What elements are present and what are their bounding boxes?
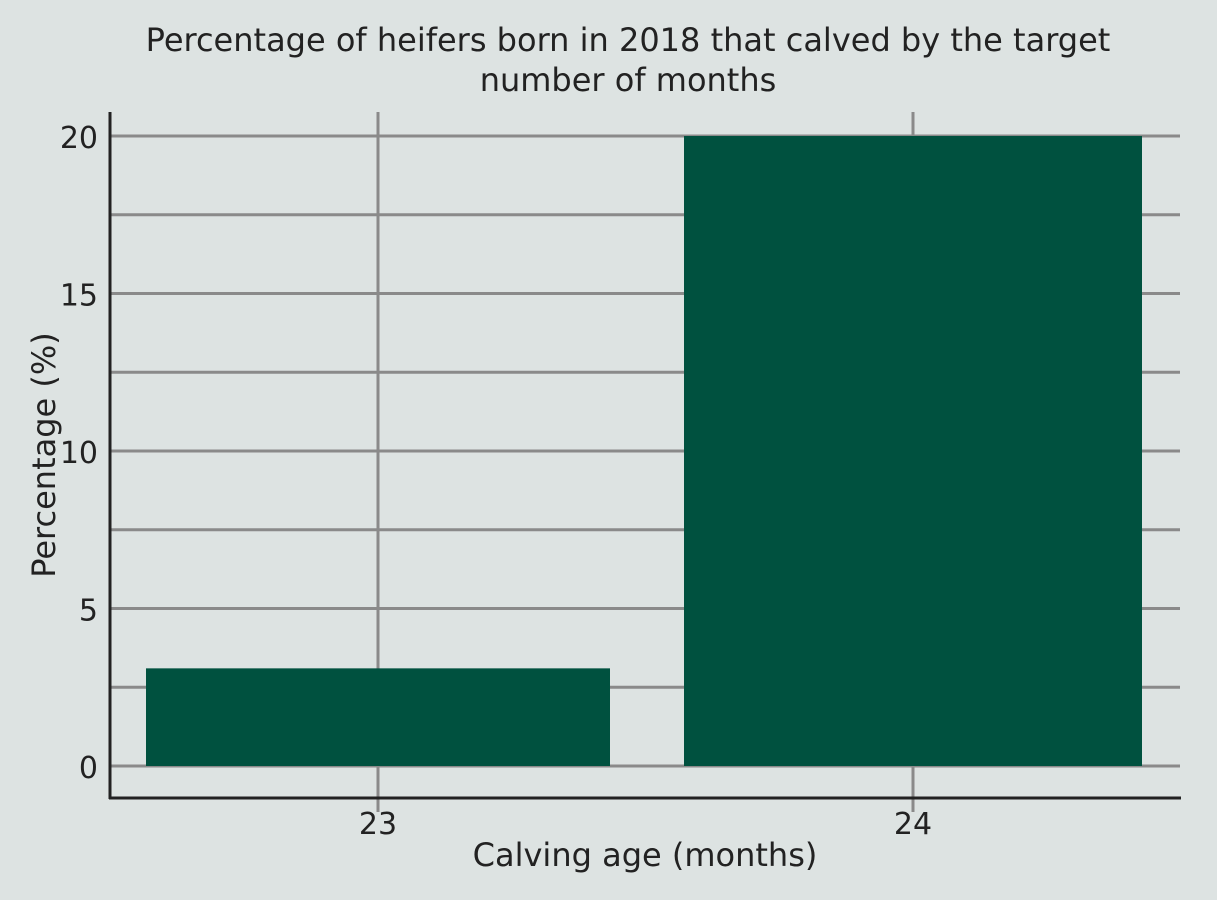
chart-title-line-2: number of months (479, 61, 777, 99)
bars-layer (146, 136, 1142, 766)
chart-title-line-1: Percentage of heifers born in 2018 that … (145, 21, 1111, 59)
y-tick-label: 5 (79, 594, 98, 629)
bar-23 (146, 668, 610, 766)
chart-title: Percentage of heifers born in 2018 that … (0, 20, 1217, 100)
tick-labels-layer: 0 5 10 15 20 23 24 (60, 121, 932, 842)
axes-layer (108, 112, 1181, 800)
x-axis-label: Calving age (months) (473, 836, 818, 874)
x-tick-label: 23 (359, 807, 397, 842)
y-tick-label: 20 (60, 121, 98, 156)
y-tick-label: 10 (60, 436, 98, 471)
y-tick-label: 15 (60, 279, 98, 314)
x-tick-label: 24 (894, 807, 932, 842)
bar-24 (684, 136, 1142, 766)
y-axis-label: Percentage (%) (25, 332, 63, 578)
y-tick-label: 0 (79, 751, 98, 786)
